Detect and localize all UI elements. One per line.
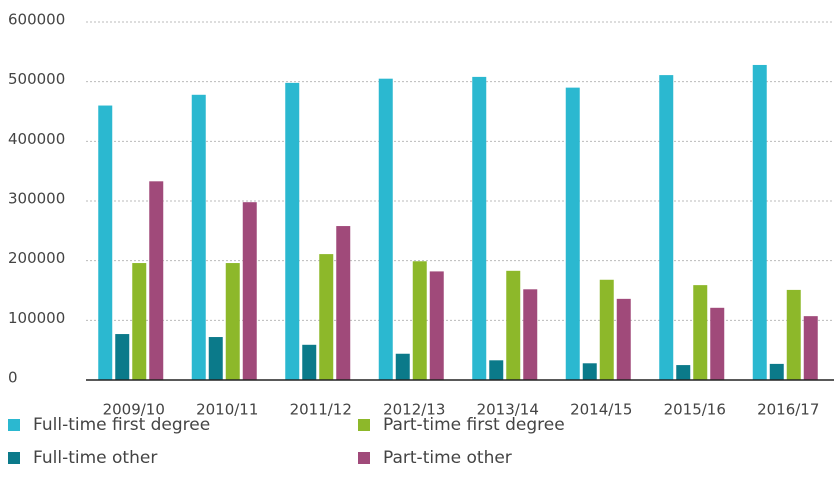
legend-label: Full-time other [33,448,157,468]
bar [710,307,725,380]
legend-swatch [8,419,20,431]
bar [489,360,504,380]
bar [616,298,631,380]
x-tick-label: 2014/15 [570,401,632,419]
y-tick-label: 300000 [8,190,65,208]
bar [582,363,597,380]
y-tick-label: 100000 [8,309,65,327]
x-tick-label: 2015/16 [664,401,726,419]
bar [752,64,767,381]
bar [225,263,240,380]
legend-swatch [358,452,370,464]
bar [319,254,334,380]
bar [599,279,614,380]
bar [336,226,351,380]
y-tick-label: 0 [8,369,18,387]
bar [523,289,538,380]
x-tick-label: 2013/14 [477,401,539,419]
bar [803,316,818,380]
x-tick-label: 2009/10 [103,401,165,419]
bar [659,75,674,380]
bar [395,353,410,380]
x-tick-label: 2016/17 [757,401,819,419]
y-tick-label: 500000 [8,70,65,88]
bar [132,263,147,380]
bar [149,181,164,380]
y-tick-label: 200000 [8,249,65,267]
legend-swatch [358,419,370,431]
bar [302,344,317,380]
legend-swatch [8,452,20,464]
bar [285,82,300,381]
y-tick-label: 400000 [8,130,65,148]
bar [191,94,206,380]
bar [115,334,130,380]
bar [242,202,257,380]
bar [676,365,691,380]
bar [693,285,708,380]
bar [506,270,521,380]
bar [786,289,801,380]
y-tick-label: 600000 [8,11,65,29]
bar [769,363,784,380]
x-tick-label: 2011/12 [290,401,352,419]
bar [429,271,444,380]
legend-label: Part-time first degree [383,415,565,435]
bar [472,76,487,380]
bar [565,87,580,380]
bar [412,261,427,380]
bar [378,78,393,380]
bar [98,105,113,381]
legend-label: Full-time first degree [33,415,210,435]
bar [208,337,223,380]
x-tick-label: 2012/13 [383,401,445,419]
x-tick-label: 2010/11 [196,401,258,419]
legend-label: Part-time other [383,448,512,468]
